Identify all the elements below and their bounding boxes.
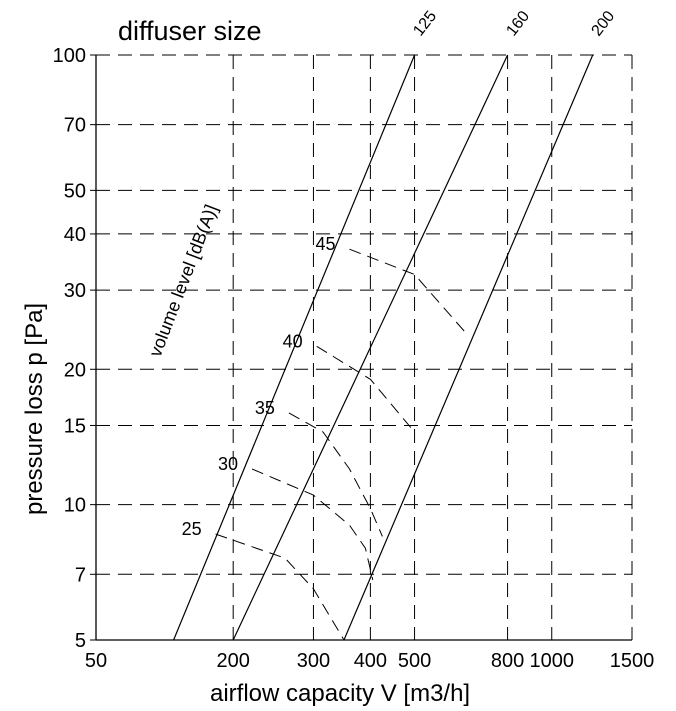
y-tick-label: 100 xyxy=(53,45,86,67)
x-tick-label: 300 xyxy=(297,650,330,672)
noise-curve-30 xyxy=(251,468,374,581)
chart-title: diffuser size xyxy=(118,16,262,46)
noise-label-40: 40 xyxy=(283,331,303,351)
y-axis-title: pressure loss p [Pa] xyxy=(21,303,48,515)
y-tick-label: 40 xyxy=(64,224,86,246)
diffuser-line-200 xyxy=(343,54,594,641)
x-tick-label: 200 xyxy=(217,650,250,672)
y-tick-label: 20 xyxy=(64,359,86,381)
noise-label-30: 30 xyxy=(218,454,238,474)
noise-label-35: 35 xyxy=(255,398,275,418)
x-tick-label: 1000 xyxy=(529,650,574,672)
x-tick-label: 50 xyxy=(85,650,107,672)
noise-label-25: 25 xyxy=(182,519,202,539)
noise-curve-40 xyxy=(316,345,415,433)
plot-frame xyxy=(95,54,633,641)
diffuser-line-160 xyxy=(232,54,509,641)
x-tick-label: 800 xyxy=(491,650,524,672)
x-axis-title: airflow capacity V [m3/h] xyxy=(210,680,470,707)
noise-curve-35 xyxy=(288,412,383,537)
noise-curve-45 xyxy=(349,248,467,335)
y-tick-label: 50 xyxy=(64,180,86,202)
diffuser-line-125 xyxy=(173,54,416,641)
x-tick-label: 1500 xyxy=(610,650,655,672)
noise-curves xyxy=(215,248,467,641)
noise-label-45: 45 xyxy=(316,234,336,254)
x-tick-label: 400 xyxy=(354,650,387,672)
diffuser-lines xyxy=(173,54,594,641)
y-tick-label: 70 xyxy=(64,115,86,137)
y-tick-label: 5 xyxy=(75,630,86,652)
x-tick-label: 500 xyxy=(398,650,431,672)
y-tick-label: 30 xyxy=(64,280,86,302)
y-tick-label: 15 xyxy=(64,415,86,437)
y-tick-label: 10 xyxy=(64,495,86,517)
y-tick-label: 7 xyxy=(75,564,86,586)
